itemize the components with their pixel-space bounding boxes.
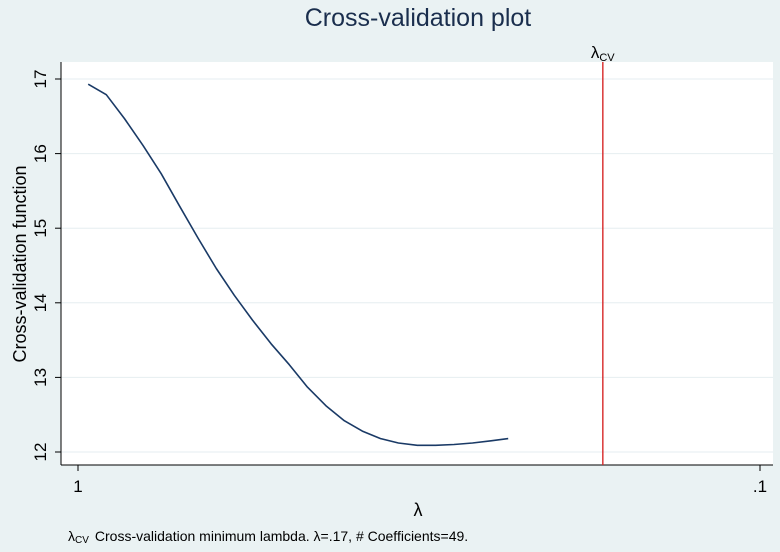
chart-title: Cross-validation plot [305, 4, 532, 32]
footnote-symbol-sub: CV [75, 535, 89, 546]
y-tick-label: 12 [31, 443, 50, 462]
y-tick-label: 17 [31, 70, 50, 89]
y-tick-label: 13 [31, 368, 50, 387]
footnote-symbol: λ [68, 528, 75, 544]
lambda-cv-label: λCV [591, 43, 615, 64]
y-tick-label: 14 [31, 293, 50, 312]
reference-line-group: λCV [591, 43, 615, 465]
axes: 12 13 14 15 16 17 1 .1 [31, 62, 773, 496]
cv-function-line [87, 83, 509, 447]
y-tick-label: 15 [31, 219, 50, 238]
series-layer [87, 83, 509, 447]
x-tick-label: .1 [753, 477, 767, 496]
lambda-cv-symbol: λ [591, 43, 600, 62]
x-axis-title: λ [414, 500, 423, 520]
plot-area [61, 62, 773, 465]
grid-lines [61, 78, 773, 453]
x-tick-label: 1 [73, 477, 82, 496]
lambda-cv-subscript: CV [599, 52, 615, 64]
footnote-text: Cross-validation minimum lambda. λ=.17, … [95, 528, 468, 544]
y-tick-label: 16 [31, 144, 50, 163]
y-axis-title: Cross-validation function [10, 165, 30, 362]
footnote: λCV Cross-validation minimum lambda. λ=.1… [68, 528, 468, 546]
